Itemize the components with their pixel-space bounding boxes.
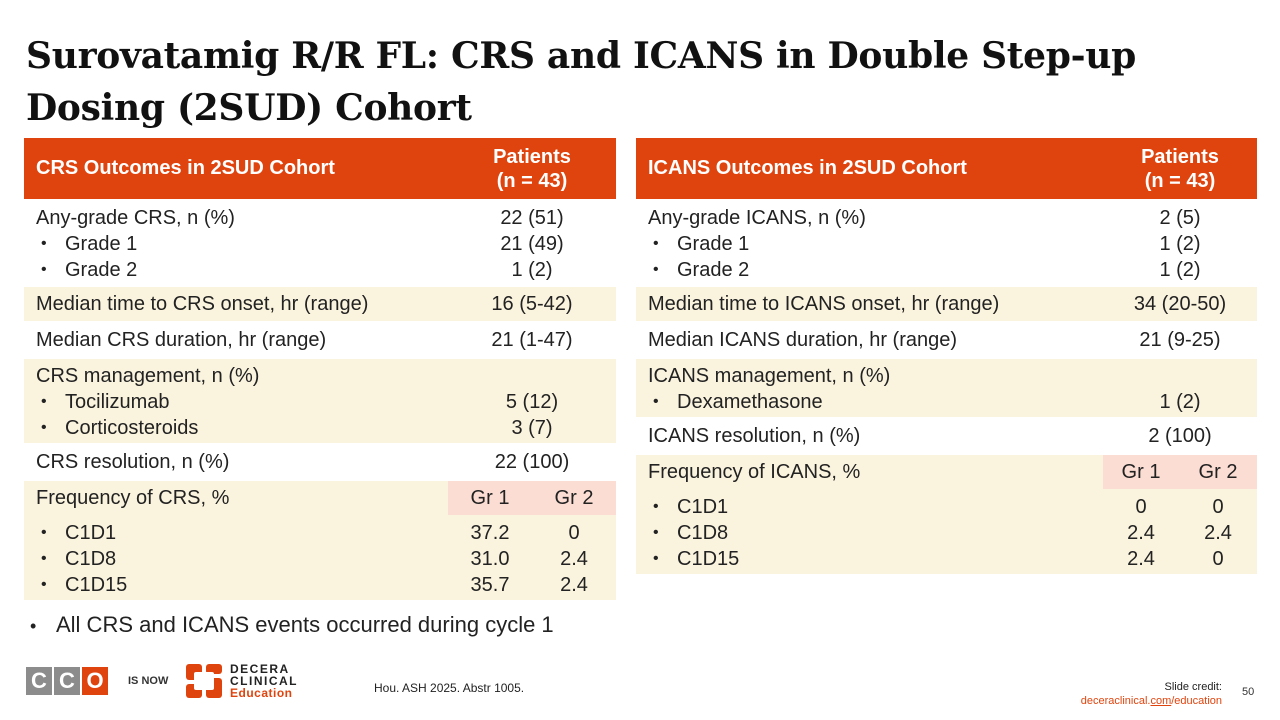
crs-resolution-row: CRS resolution, n (%) 22 (100) [24, 443, 616, 479]
decera-logo-icon [186, 664, 222, 698]
icans-frequency-row: Frequency of ICANS, % Gr 1 Gr 2 [636, 453, 1257, 489]
crs-header-patients: Patients (n = 43) [493, 145, 571, 192]
icans-management-row: ICANS management, n (%) Dexamethasone 1 … [636, 357, 1257, 417]
icans-cycles-row: C1D1 C1D8 C1D15 0 2.4 2.4 0 2.4 0 [636, 489, 1257, 574]
crs-management-row: CRS management, n (%) Tocilizumab Cortic… [24, 357, 616, 443]
icans-header-label: ICANS Outcomes in 2SUD Cohort [648, 157, 967, 179]
icans-median-onset-row: Median time to ICANS onset, hr (range) 3… [636, 285, 1257, 321]
icans-gr2-header: Gr 2 [1198, 461, 1238, 483]
page-number: 50 [1242, 686, 1255, 698]
crs-cycles-row: C1D1 C1D8 C1D15 37.2 31.0 35.7 0 2.4 2.4 [24, 515, 616, 600]
slide-credit-link[interactable]: deceraclinical.com/education [1080, 695, 1222, 707]
page-title: Surovatamig R/R FL: CRS and ICANS in Dou… [26, 35, 1136, 129]
crs-gr2-header: Gr 2 [554, 487, 594, 509]
icans-any-grade-row: Any-grade ICANS, n (%) Grade 1 Grade 2 2… [636, 199, 1257, 285]
bullet-icon: • [30, 616, 37, 636]
icans-gr1-header: Gr 1 [1121, 461, 1161, 483]
crs-frequency-row: Frequency of CRS, % Gr 1 Gr 2 [24, 479, 616, 515]
decera-logo-text: DECERA CLINICAL Education [230, 662, 298, 700]
crs-median-duration-row: Median CRS duration, hr (range) 21 (1-47… [24, 321, 616, 357]
crs-any-grade-row: Any-grade CRS, n (%) Grade 1 Grade 2 22 … [24, 199, 616, 285]
cco-logo: C C O [26, 667, 108, 695]
crs-median-onset-row: Median time to CRS onset, hr (range) 16 … [24, 285, 616, 321]
icans-median-duration-row: Median ICANS duration, hr (range) 21 (9-… [636, 321, 1257, 357]
summary-bullet: • All CRS and ICANS events occurred durin… [30, 612, 554, 637]
crs-table-header: CRS Outcomes in 2SUD Cohort Patients (n … [24, 138, 616, 199]
crs-outcomes-table: CRS Outcomes in 2SUD Cohort Patients (n … [24, 138, 616, 600]
crs-gr1-header: Gr 1 [470, 487, 510, 509]
crs-header-label: CRS Outcomes in 2SUD Cohort [36, 157, 335, 179]
icans-table-header: ICANS Outcomes in 2SUD Cohort Patients (… [636, 138, 1257, 199]
is-now-label: IS NOW [128, 675, 169, 687]
icans-outcomes-table: ICANS Outcomes in 2SUD Cohort Patients (… [636, 138, 1257, 574]
icans-resolution-row: ICANS resolution, n (%) 2 (100) [636, 417, 1257, 453]
slide-credit: Slide credit: deceraclinical.com/educati… [1080, 681, 1222, 707]
citation: Hou. ASH 2025. Abstr 1005. [374, 681, 525, 695]
icans-header-patients: Patients (n = 43) [1141, 145, 1219, 192]
